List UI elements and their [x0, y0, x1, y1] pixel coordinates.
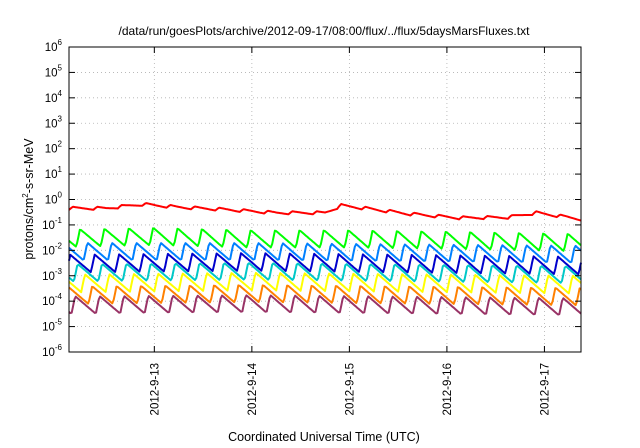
y-tick-label-exp: -1 — [55, 216, 63, 225]
chart-title: /data/run/goesPlots/archive/2012-09-17/0… — [119, 24, 531, 38]
y-tick-label: 10-3 — [42, 267, 62, 283]
y-tick-label: 105 — [45, 63, 63, 79]
y-tick-label-exp: -6 — [55, 343, 63, 352]
y-tick-label-base: 10 — [42, 220, 55, 232]
series-line — [68, 242, 582, 264]
series-line — [68, 284, 582, 307]
y-tick-label: 106 — [45, 38, 63, 54]
y-tick-label: 10-2 — [42, 241, 62, 257]
y-tick-label-base: 10 — [45, 144, 58, 156]
series-line — [68, 252, 582, 276]
y-tick-label-base: 10 — [42, 245, 55, 257]
x-tick-label: 2012-9-17 — [539, 363, 551, 415]
y-tick-label-base: 10 — [45, 169, 58, 181]
y-tick-label: 102 — [45, 140, 63, 156]
y-tick-label: 10-4 — [42, 292, 62, 308]
series-layer — [68, 202, 582, 316]
y-tick-label-exp: 6 — [58, 38, 63, 47]
x-tick-labels: 2012-9-13 2012-9-14 2012-9-15 2012-9-16 2012… — [149, 362, 551, 415]
y-tick-label-exp: 5 — [58, 63, 63, 72]
series-line — [68, 227, 582, 252]
y-tick-label-exp: -3 — [55, 267, 63, 276]
series-line — [68, 294, 582, 316]
y-tick-label-base: 10 — [45, 42, 58, 54]
y-axis-label: protons/cm2-s-sr-MeV — [21, 138, 36, 260]
y-tick-label: 103 — [45, 114, 63, 130]
x-tick-label: 2012-9-13 — [149, 363, 161, 415]
y-tick-label: 10-5 — [42, 318, 62, 334]
y-tick-label-base: 10 — [42, 347, 55, 359]
y-tick-labels: 10-610-510-410-310-210-11001011021031041… — [42, 38, 62, 359]
y-axis-label-suffix: -s-sr-MeV — [22, 138, 36, 194]
y-tick-label: 100 — [45, 191, 63, 207]
grid — [69, 47, 581, 352]
series-line — [68, 271, 582, 295]
y-tick-label-base: 10 — [45, 67, 58, 79]
y-tick-label-exp: 4 — [58, 89, 63, 98]
y-tick-label: 101 — [45, 165, 63, 181]
y-tick-label-exp: -5 — [55, 318, 63, 327]
y-tick-label-base: 10 — [42, 322, 55, 334]
y-tick-label-exp: -4 — [55, 292, 63, 301]
y-axis-label-sup: 2 — [21, 193, 30, 198]
series-line — [68, 202, 582, 222]
y-tick-label: 104 — [45, 89, 63, 105]
series-line — [68, 262, 582, 284]
y-tick-label: 10-1 — [42, 216, 62, 232]
ticks — [69, 46, 581, 353]
y-tick-label-base: 10 — [45, 195, 58, 207]
y-tick-label-exp: -2 — [55, 241, 63, 250]
y-tick-label-exp: 0 — [58, 191, 63, 200]
y-tick-label-base: 10 — [42, 296, 55, 308]
x-axis-label: Coordinated Universal Time (UTC) — [228, 430, 420, 444]
y-tick-label-base: 10 — [45, 118, 58, 130]
y-tick-label-base: 10 — [42, 271, 55, 283]
x-tick-label: 2012-9-16 — [442, 363, 454, 415]
x-tick-label: 2012-9-14 — [247, 362, 259, 415]
y-tick-label-exp: 2 — [58, 140, 63, 149]
y-tick-label-exp: 3 — [58, 114, 63, 123]
y-tick-label: 10-6 — [42, 343, 62, 359]
y-tick-label-exp: 1 — [58, 165, 63, 174]
x-tick-label: 2012-9-15 — [344, 363, 356, 415]
y-axis-label-prefix: protons/cm — [22, 198, 36, 260]
y-tick-label-base: 10 — [45, 93, 58, 105]
